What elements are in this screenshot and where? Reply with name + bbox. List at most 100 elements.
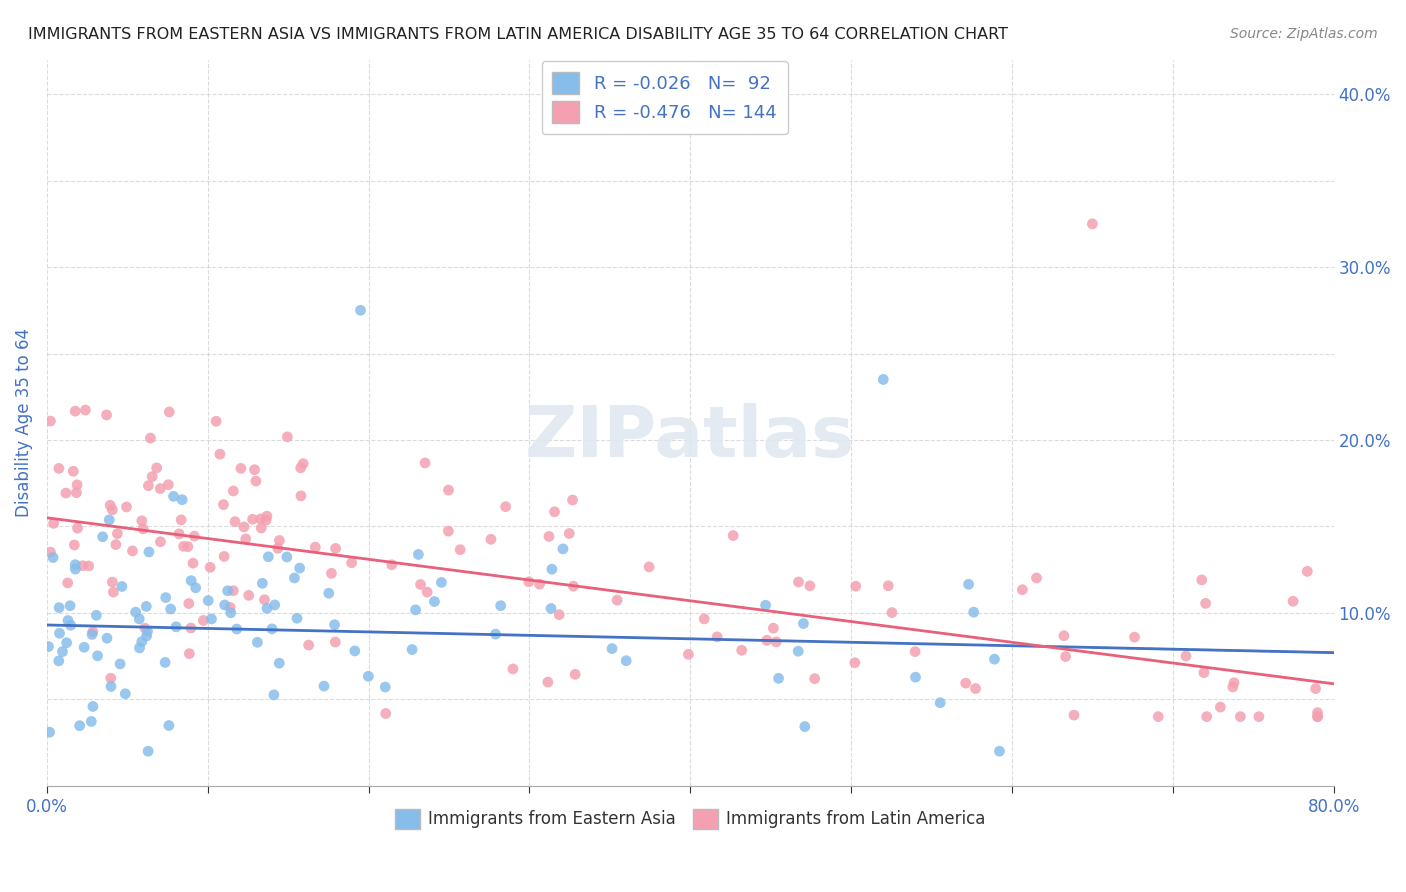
Point bbox=[762, 621, 785, 635]
Point bbox=[48, 461, 70, 475]
Point bbox=[1209, 700, 1232, 714]
Point bbox=[157, 477, 180, 491]
Point bbox=[172, 492, 194, 507]
Point bbox=[63, 538, 86, 552]
Point bbox=[304, 540, 326, 554]
Point bbox=[145, 461, 167, 475]
Point bbox=[543, 505, 565, 519]
Point bbox=[484, 627, 506, 641]
Point bbox=[222, 483, 245, 498]
Point bbox=[65, 485, 87, 500]
Point bbox=[768, 671, 790, 685]
Point bbox=[157, 718, 180, 732]
Point bbox=[141, 469, 163, 483]
Point bbox=[880, 606, 903, 620]
Point bbox=[82, 624, 104, 639]
Point bbox=[872, 372, 894, 386]
Point bbox=[257, 549, 280, 564]
Point bbox=[502, 662, 524, 676]
Point bbox=[517, 574, 540, 589]
Point bbox=[564, 667, 586, 681]
Point bbox=[153, 656, 176, 670]
Point bbox=[183, 529, 205, 543]
Point bbox=[55, 636, 77, 650]
Point bbox=[606, 593, 628, 607]
Text: ZIPatlas: ZIPatlas bbox=[526, 402, 855, 472]
Point bbox=[131, 634, 153, 648]
Point bbox=[242, 512, 264, 526]
Point bbox=[235, 532, 257, 546]
Point bbox=[80, 714, 103, 729]
Point bbox=[136, 744, 159, 758]
Point bbox=[983, 652, 1005, 666]
Point bbox=[374, 706, 396, 721]
Point bbox=[1306, 709, 1329, 723]
Point bbox=[755, 598, 778, 612]
Point bbox=[721, 528, 744, 542]
Point bbox=[243, 463, 266, 477]
Point bbox=[1282, 594, 1305, 608]
Point bbox=[180, 574, 202, 588]
Point bbox=[1192, 665, 1215, 680]
Point bbox=[111, 579, 134, 593]
Point bbox=[540, 601, 562, 615]
Point bbox=[38, 725, 60, 739]
Legend: Immigrants from Eastern Asia, Immigrants from Latin America: Immigrants from Eastern Asia, Immigrants… bbox=[388, 802, 993, 836]
Point bbox=[125, 605, 148, 619]
Point bbox=[212, 498, 235, 512]
Point bbox=[162, 489, 184, 503]
Point bbox=[256, 601, 278, 615]
Point bbox=[208, 447, 231, 461]
Point bbox=[988, 744, 1011, 758]
Point bbox=[56, 575, 79, 590]
Point bbox=[128, 640, 150, 655]
Point bbox=[1054, 649, 1077, 664]
Point bbox=[37, 640, 59, 654]
Point bbox=[792, 616, 814, 631]
Point bbox=[39, 545, 62, 559]
Point bbox=[283, 571, 305, 585]
Point bbox=[157, 405, 180, 419]
Point bbox=[254, 513, 277, 527]
Point bbox=[529, 577, 551, 591]
Point bbox=[904, 670, 927, 684]
Point bbox=[343, 644, 366, 658]
Point bbox=[51, 644, 73, 658]
Point bbox=[233, 520, 256, 534]
Point bbox=[561, 493, 583, 508]
Point bbox=[98, 498, 121, 512]
Point bbox=[134, 621, 156, 635]
Point bbox=[1306, 706, 1329, 720]
Point bbox=[59, 618, 82, 632]
Point bbox=[48, 654, 70, 668]
Point bbox=[128, 612, 150, 626]
Point bbox=[132, 522, 155, 536]
Point bbox=[787, 644, 810, 658]
Point bbox=[100, 671, 122, 685]
Point bbox=[224, 515, 246, 529]
Point bbox=[48, 600, 70, 615]
Point bbox=[65, 558, 87, 572]
Point bbox=[803, 672, 825, 686]
Point bbox=[138, 545, 160, 559]
Point bbox=[180, 621, 202, 635]
Point bbox=[135, 599, 157, 614]
Point bbox=[115, 500, 138, 514]
Point bbox=[340, 556, 363, 570]
Point bbox=[1147, 709, 1170, 723]
Text: IMMIGRANTS FROM EASTERN ASIA VS IMMIGRANTS FROM LATIN AMERICA DISABILITY AGE 35 : IMMIGRANTS FROM EASTERN ASIA VS IMMIGRAN… bbox=[28, 27, 1008, 42]
Point bbox=[765, 635, 787, 649]
Point bbox=[249, 512, 271, 526]
Point bbox=[155, 591, 177, 605]
Point bbox=[82, 699, 104, 714]
Point bbox=[245, 474, 267, 488]
Point bbox=[114, 687, 136, 701]
Point bbox=[1229, 709, 1251, 723]
Point bbox=[1306, 709, 1329, 723]
Point bbox=[1194, 596, 1216, 610]
Point bbox=[62, 464, 84, 478]
Point bbox=[165, 620, 187, 634]
Point bbox=[537, 529, 560, 543]
Point bbox=[103, 585, 125, 599]
Point bbox=[159, 602, 181, 616]
